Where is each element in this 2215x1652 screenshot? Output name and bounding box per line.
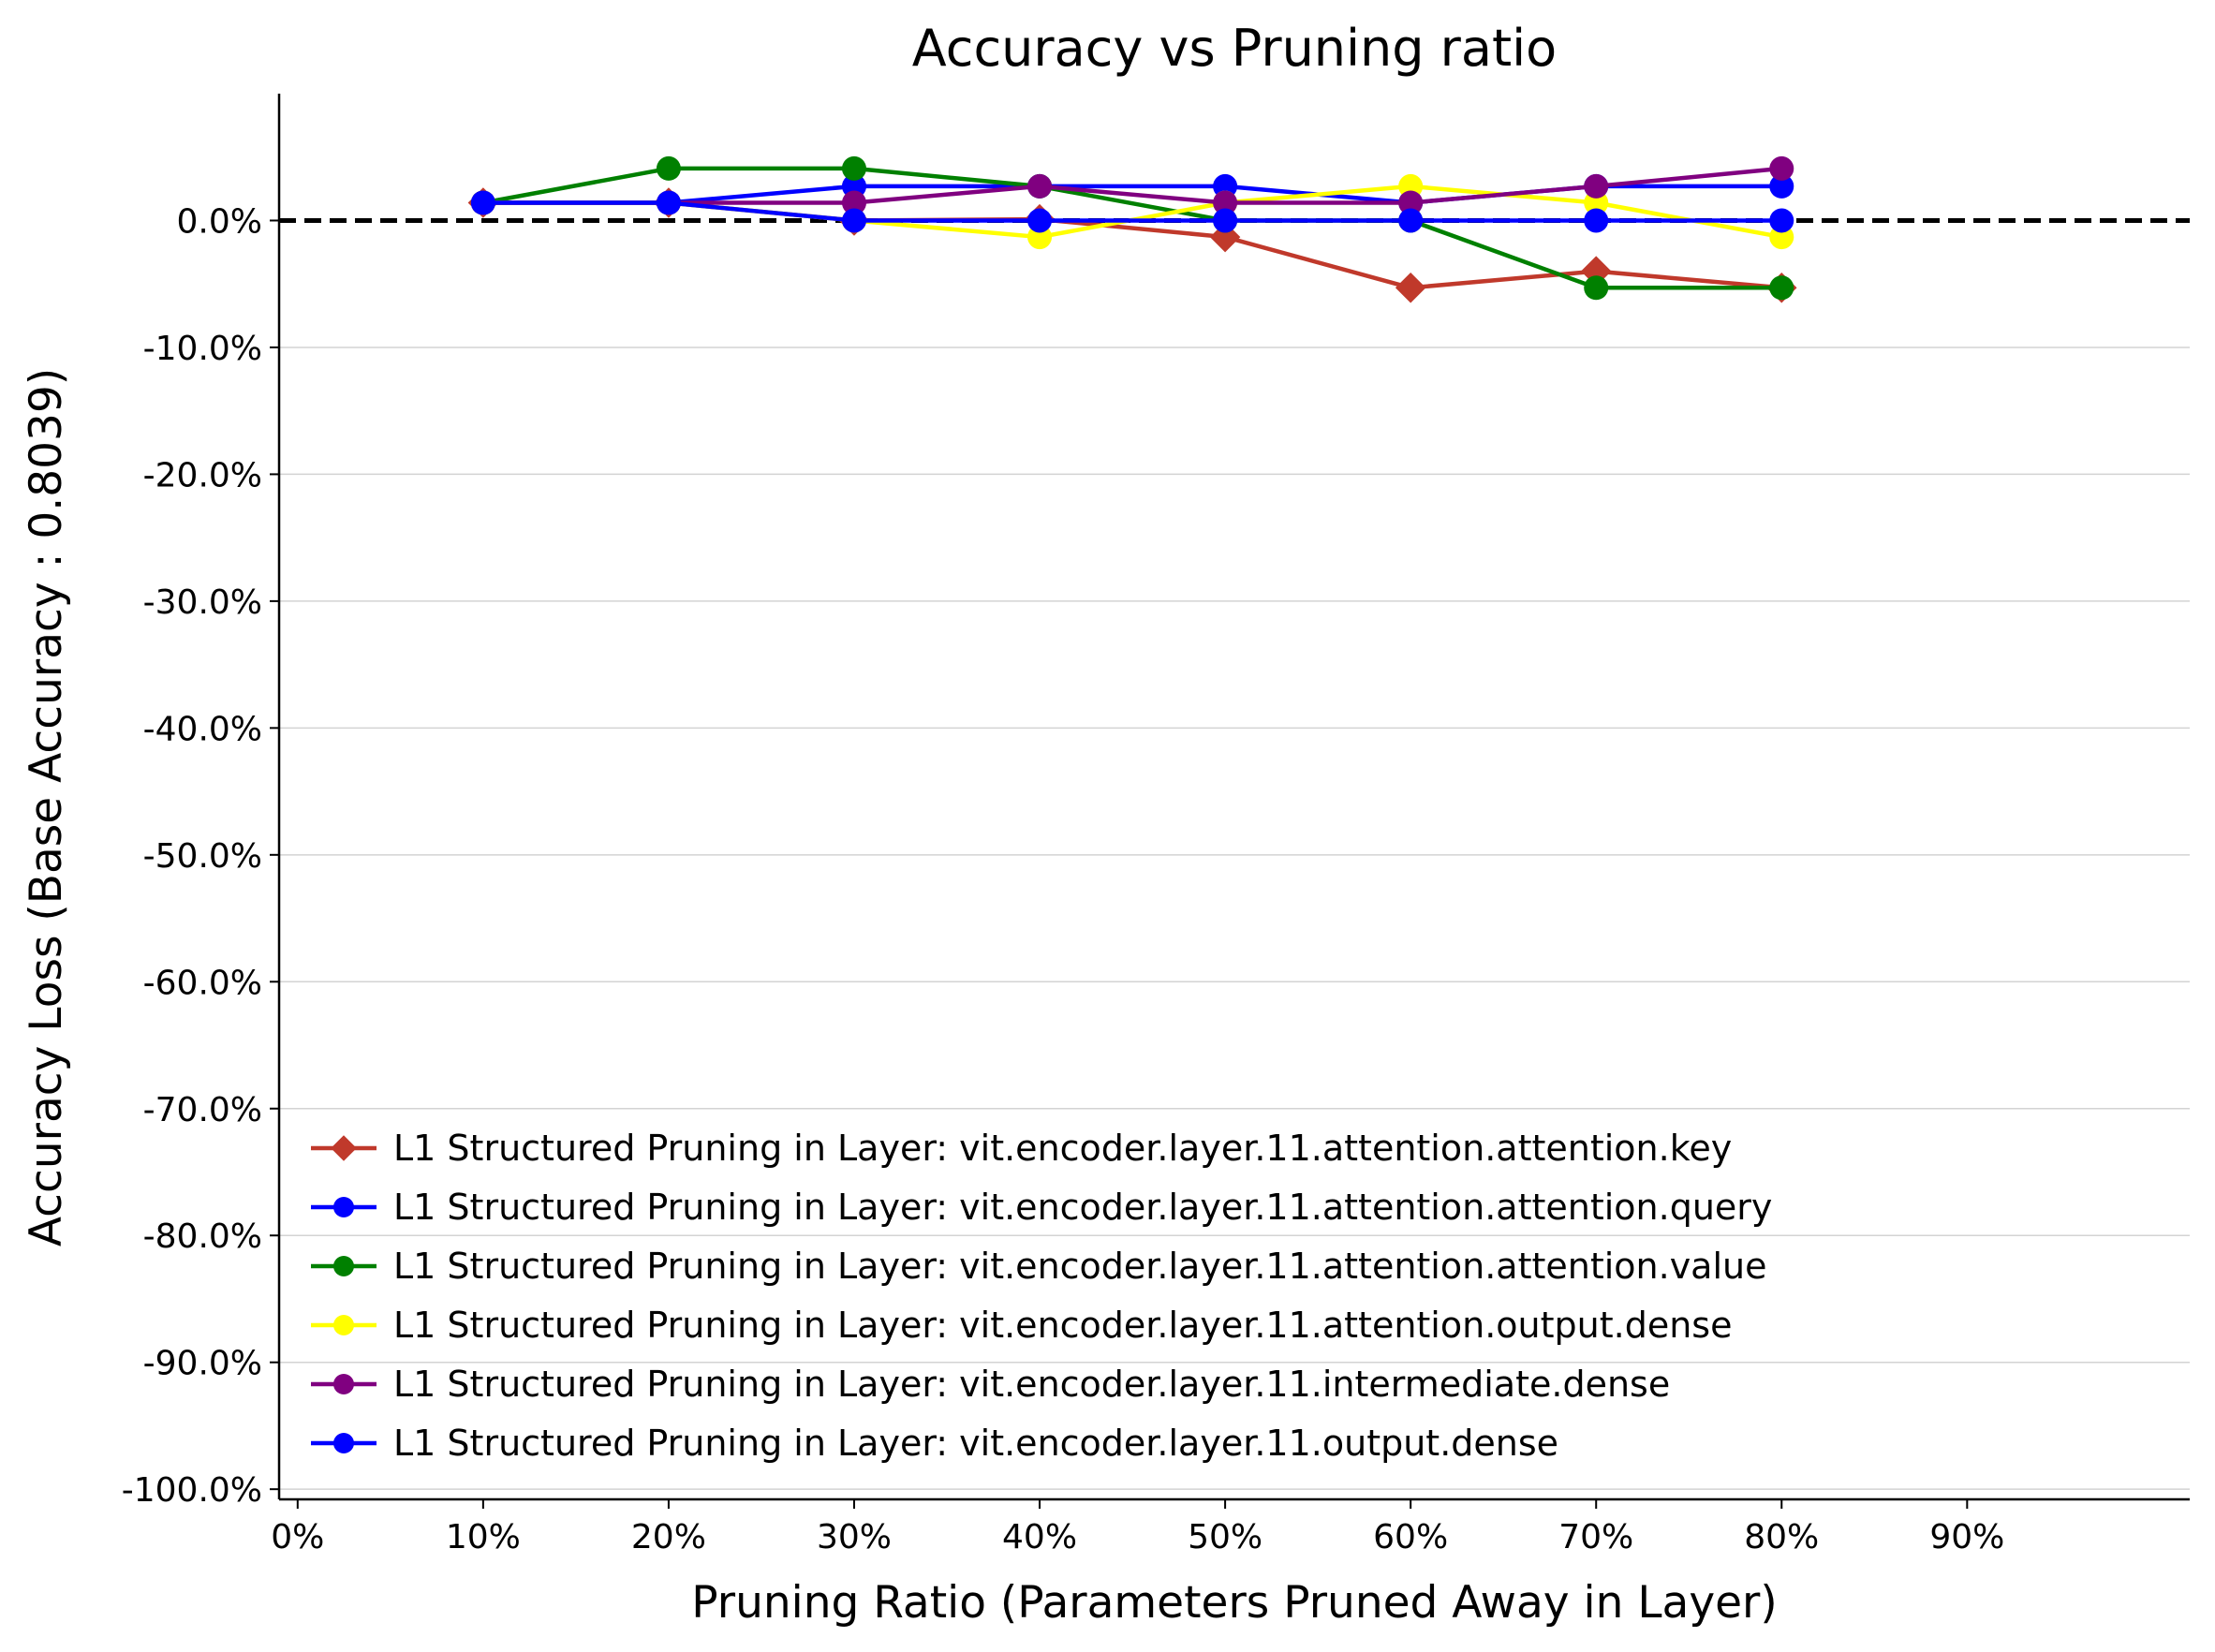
data-point — [1398, 208, 1424, 233]
legend-item-2: L1 Structured Pruning in Layer: vit.enco… — [311, 1187, 1772, 1228]
x-tick-label: 40% — [1002, 1518, 1077, 1556]
y-tick-label: -30.0% — [143, 583, 262, 622]
series-line — [482, 166, 1782, 205]
legend-label: L1 Structured Pruning in Layer: vit.enco… — [393, 1364, 1670, 1405]
data-point — [656, 190, 681, 215]
x-tick-label: 0% — [271, 1518, 324, 1556]
data-point — [470, 190, 495, 215]
y-tick-label: -70.0% — [143, 1091, 262, 1129]
x-tick-label: 90% — [1929, 1518, 2004, 1556]
grid-lines — [279, 347, 2190, 1490]
series-6 — [470, 190, 1794, 233]
data-point — [656, 155, 681, 181]
data-point — [841, 155, 866, 181]
legend-label: L1 Structured Pruning in Layer: vit.enco… — [393, 1423, 1558, 1464]
legend-item-5: L1 Structured Pruning in Layer: vit.enco… — [311, 1364, 1670, 1405]
y-tick-label: -100.0% — [122, 1471, 262, 1510]
data-point — [1769, 173, 1794, 199]
data-point — [1213, 190, 1238, 215]
legend-label: L1 Structured Pruning in Layer: vit.enco… — [393, 1187, 1772, 1228]
y-tick-label: -40.0% — [143, 710, 262, 748]
x-tick-label: 70% — [1558, 1518, 1633, 1556]
legend-item-4: L1 Structured Pruning in Layer: vit.enco… — [311, 1305, 1732, 1346]
series-group — [467, 155, 1797, 303]
series-line — [482, 200, 1782, 223]
x-tick-label: 10% — [446, 1518, 521, 1556]
data-point — [1395, 273, 1426, 303]
data-point — [841, 190, 866, 215]
data-point — [333, 1433, 354, 1453]
y-tick-label: 0.0% — [177, 202, 262, 241]
legend-label: L1 Structured Pruning in Layer: vit.enco… — [393, 1246, 1767, 1287]
y-tick-label: -50.0% — [143, 837, 262, 876]
data-point — [333, 1197, 354, 1217]
data-point — [333, 1374, 354, 1394]
data-point — [1398, 190, 1424, 215]
data-point — [331, 1135, 357, 1161]
data-point — [1769, 155, 1794, 181]
legend-item-1: L1 Structured Pruning in Layer: vit.enco… — [311, 1128, 1732, 1169]
data-point — [333, 1315, 354, 1335]
data-point — [1584, 173, 1609, 199]
y-tick-label: -60.0% — [143, 964, 262, 1002]
data-point — [1584, 275, 1609, 301]
legend: L1 Structured Pruning in Layer: vit.enco… — [311, 1128, 1772, 1464]
legend-label: L1 Structured Pruning in Layer: vit.enco… — [393, 1305, 1732, 1346]
y-tick-label: -80.0% — [143, 1217, 262, 1256]
y-tick-label: -20.0% — [143, 456, 262, 494]
data-point — [1027, 173, 1053, 199]
data-point — [841, 208, 866, 233]
x-tick-label: 50% — [1188, 1518, 1263, 1556]
y-tick-label: -10.0% — [143, 330, 262, 368]
data-point — [333, 1256, 354, 1276]
series-line — [482, 166, 1782, 290]
x-tick-label: 80% — [1744, 1518, 1819, 1556]
x-tick-label: 60% — [1373, 1518, 1448, 1556]
data-point — [1027, 208, 1053, 233]
legend-item-6: L1 Structured Pruning in Layer: vit.enco… — [311, 1423, 1558, 1464]
data-point — [1769, 275, 1794, 301]
x-axis-label: Pruning Ratio (Parameters Pruned Away in… — [691, 1577, 1777, 1629]
x-ticks: 0% 10% 20% 30% 40% 50% 60% 70% 80% 90% — [271, 1499, 2004, 1556]
x-tick-label: 20% — [631, 1518, 706, 1556]
legend-label: L1 Structured Pruning in Layer: vit.enco… — [393, 1128, 1732, 1169]
legend-item-3: L1 Structured Pruning in Layer: vit.enco… — [311, 1246, 1767, 1287]
data-point — [1769, 208, 1794, 233]
x-tick-label: 30% — [817, 1518, 892, 1556]
axes — [277, 94, 2190, 1501]
chart-title: Accuracy vs Pruning ratio — [912, 19, 1557, 78]
y-tick-label: -90.0% — [143, 1345, 262, 1383]
data-point — [1213, 208, 1238, 233]
data-point — [1584, 208, 1609, 233]
y-ticks: 0.0% -10.0% -20.0% -30.0% -40.0% -50.0% -60.0%… — [122, 202, 279, 1510]
y-axis-label: Accuracy Loss (Base Accuracy : 0.8039) — [21, 368, 72, 1246]
